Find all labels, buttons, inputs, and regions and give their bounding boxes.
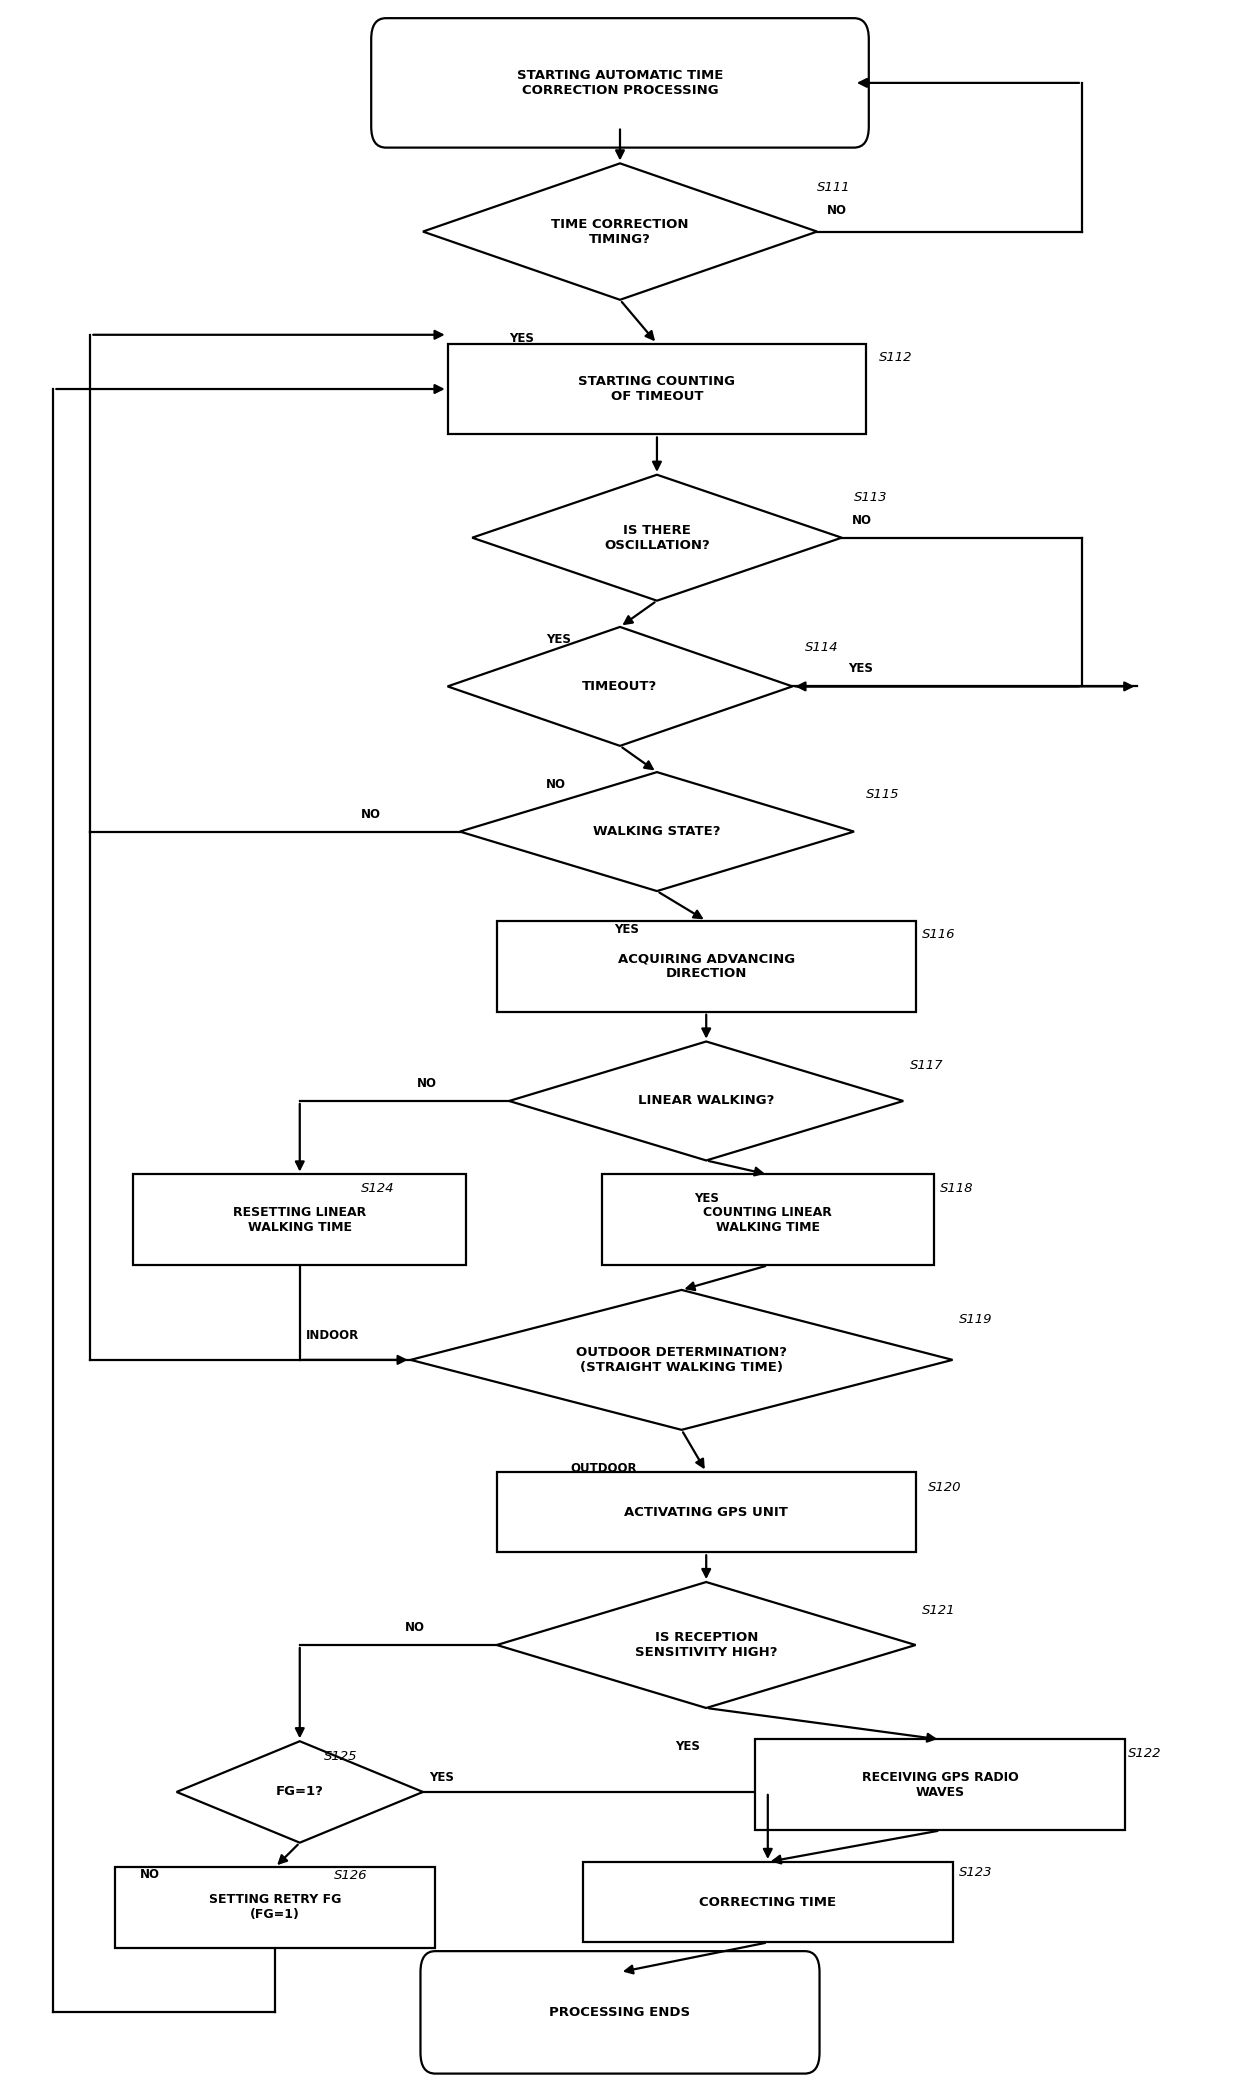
Bar (134, 1175, 466, 1264)
Text: S123: S123 (959, 1866, 992, 1879)
Text: IS RECEPTION
SENSITIVITY HIGH?: IS RECEPTION SENSITIVITY HIGH? (635, 1630, 777, 1659)
FancyBboxPatch shape (420, 1952, 820, 2073)
Polygon shape (423, 163, 817, 299)
Text: OUTDOOR: OUTDOOR (570, 1461, 637, 1476)
Text: STARTING COUNTING
OF TIMEOUT: STARTING COUNTING OF TIMEOUT (578, 374, 735, 403)
Polygon shape (460, 771, 854, 890)
Text: FG=1?: FG=1? (275, 1785, 324, 1799)
Text: YES: YES (546, 633, 570, 646)
Polygon shape (176, 1741, 423, 1843)
Text: INDOOR: INDOOR (306, 1329, 360, 1342)
Polygon shape (472, 474, 842, 600)
Bar (448, 343, 867, 435)
Text: S124: S124 (361, 1183, 394, 1195)
Text: YES: YES (429, 1772, 454, 1785)
Text: YES: YES (676, 1741, 701, 1754)
Text: NO: NO (404, 1622, 424, 1634)
Text: NO: NO (361, 807, 382, 821)
Text: TIMEOUT?: TIMEOUT? (583, 679, 657, 694)
Text: RESETTING LINEAR
WALKING TIME: RESETTING LINEAR WALKING TIME (233, 1206, 366, 1233)
Text: S126: S126 (335, 1868, 368, 1883)
Bar (755, 1739, 1125, 1831)
Polygon shape (497, 1582, 915, 1708)
Text: NO: NO (827, 205, 847, 217)
Text: S115: S115 (867, 788, 900, 800)
Text: TIME CORRECTION
TIMING?: TIME CORRECTION TIMING? (552, 217, 688, 247)
Text: STARTING AUTOMATIC TIME
CORRECTION PROCESSING: STARTING AUTOMATIC TIME CORRECTION PROCE… (517, 69, 723, 96)
Bar (497, 1471, 915, 1553)
Text: S121: S121 (921, 1603, 955, 1616)
Text: NO: NO (852, 514, 872, 527)
Text: NO: NO (417, 1076, 436, 1091)
Text: S122: S122 (1127, 1747, 1161, 1760)
Text: S120: S120 (928, 1482, 961, 1494)
Text: YES: YES (614, 924, 639, 936)
Text: S117: S117 (909, 1060, 942, 1072)
Text: OUTDOOR DETERMINATION?
(STRAIGHT WALKING TIME): OUTDOOR DETERMINATION? (STRAIGHT WALKING… (577, 1346, 787, 1373)
Bar (583, 1862, 952, 1942)
FancyBboxPatch shape (371, 19, 869, 148)
Text: YES: YES (848, 663, 873, 675)
Bar (115, 1866, 435, 1948)
Text: NO: NO (546, 777, 567, 790)
Text: SETTING RETRY FG
(FG=1): SETTING RETRY FG (FG=1) (210, 1894, 341, 1921)
Text: S125: S125 (325, 1751, 358, 1764)
Polygon shape (510, 1041, 903, 1160)
Text: ACQUIRING ADVANCING
DIRECTION: ACQUIRING ADVANCING DIRECTION (618, 953, 795, 980)
Text: RECEIVING GPS RADIO
WAVES: RECEIVING GPS RADIO WAVES (862, 1770, 1018, 1799)
Text: LINEAR WALKING?: LINEAR WALKING? (639, 1095, 775, 1108)
Text: CORRECTING TIME: CORRECTING TIME (699, 1896, 836, 1908)
Text: NO: NO (140, 1868, 160, 1881)
Polygon shape (410, 1290, 952, 1430)
Text: S118: S118 (940, 1183, 973, 1195)
Text: COUNTING LINEAR
WALKING TIME: COUNTING LINEAR WALKING TIME (703, 1206, 832, 1233)
Text: S113: S113 (854, 491, 888, 504)
Text: YES: YES (510, 332, 534, 345)
Polygon shape (448, 627, 792, 746)
Text: S119: S119 (959, 1313, 992, 1327)
Bar (601, 1175, 934, 1264)
Text: S112: S112 (879, 351, 913, 364)
Text: YES: YES (694, 1193, 719, 1206)
Text: ACTIVATING GPS UNIT: ACTIVATING GPS UNIT (624, 1505, 789, 1519)
Text: PROCESSING ENDS: PROCESSING ENDS (549, 2006, 691, 2019)
Text: S116: S116 (921, 928, 955, 940)
Text: WALKING STATE?: WALKING STATE? (593, 826, 720, 838)
Text: S111: S111 (817, 182, 851, 194)
Text: S114: S114 (805, 642, 838, 654)
Text: IS THERE
OSCILLATION?: IS THERE OSCILLATION? (604, 525, 709, 552)
Bar (497, 922, 915, 1012)
